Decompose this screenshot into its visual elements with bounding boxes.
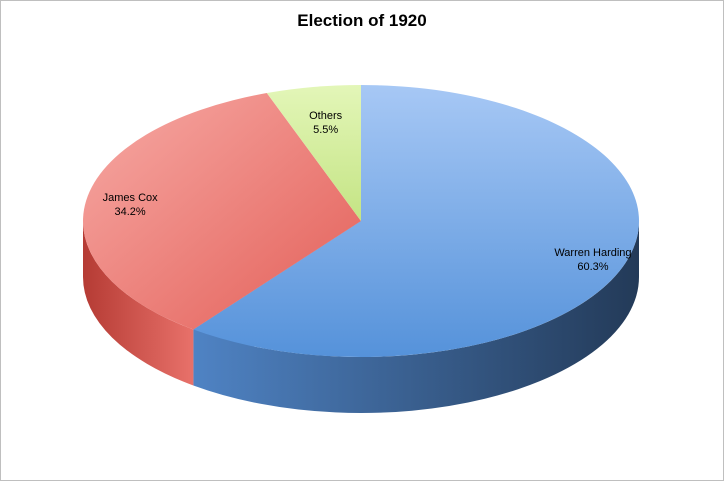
pie-slice-others <box>266 85 361 221</box>
chart-title: Election of 1920 <box>297 11 427 30</box>
pie-side-warren-harding <box>193 221 639 413</box>
slice-value-others: 5.5% <box>313 124 338 136</box>
slice-label-james-cox: James Cox 34.2% <box>103 192 159 218</box>
slice-value-warren-harding: 60.3% <box>577 261 608 273</box>
slice-label-warren-harding: Warren Harding 60.3% <box>554 247 631 273</box>
pie-slice-james-cox <box>82 93 361 330</box>
slice-name-warren-harding: Warren Harding <box>554 247 631 259</box>
slice-name-others: Others <box>309 110 343 122</box>
slice-label-others: Others 5.5% <box>309 110 343 136</box>
slice-name-james-cox: James Cox <box>103 192 159 204</box>
slice-value-james-cox: 34.2% <box>115 206 146 218</box>
pie-side-james-cox <box>83 221 194 386</box>
pie-slice-warren-harding <box>193 85 639 357</box>
